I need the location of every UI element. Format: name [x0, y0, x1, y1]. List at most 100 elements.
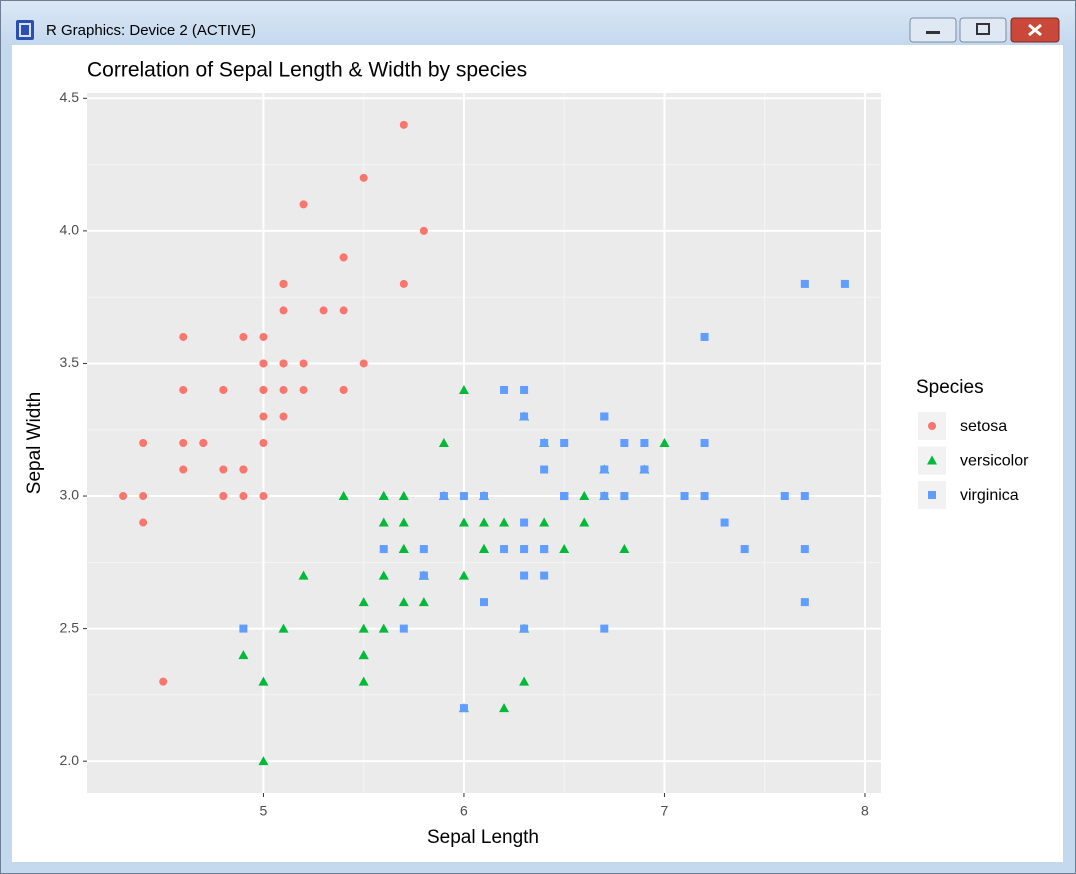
point [398, 597, 409, 607]
point [560, 439, 569, 447]
point [398, 491, 409, 501]
point [458, 570, 469, 580]
point [139, 439, 148, 447]
point [358, 623, 369, 633]
point [720, 518, 729, 527]
point [438, 438, 449, 447]
point [259, 492, 268, 501]
point [298, 570, 309, 580]
point [800, 545, 809, 554]
point [279, 385, 288, 394]
legend-title: Species [916, 377, 984, 398]
point [540, 465, 549, 474]
point [459, 492, 468, 501]
point [520, 412, 529, 421]
y-tick-label: 4.0 [60, 222, 80, 238]
maximize-button[interactable] [959, 17, 1007, 43]
point [800, 492, 809, 501]
point [379, 545, 388, 554]
x-tick-label: 5 [260, 803, 268, 819]
point [299, 200, 308, 209]
point [579, 517, 590, 527]
point [700, 332, 709, 341]
chart-title: Correlation of Sepal Length & Width by s… [87, 59, 527, 82]
point [700, 492, 709, 501]
point [259, 412, 268, 421]
window-buttons[interactable] [909, 17, 1060, 43]
point [339, 385, 348, 394]
point [680, 492, 689, 501]
point [339, 306, 348, 315]
legend-label: setosa [960, 418, 1007, 435]
point [480, 598, 488, 607]
legend-marker [927, 455, 937, 465]
point [239, 332, 248, 341]
point [519, 676, 530, 686]
point [359, 173, 368, 182]
point [179, 465, 188, 474]
point [520, 518, 529, 527]
point [358, 650, 369, 660]
point [179, 439, 188, 447]
point [159, 677, 168, 686]
point [339, 253, 348, 262]
y-tick-label: 2.0 [60, 752, 80, 768]
point [219, 465, 228, 474]
point [640, 439, 649, 447]
point [540, 439, 549, 447]
plot-panel [87, 93, 881, 793]
point [640, 465, 649, 474]
point [398, 544, 409, 554]
point [338, 491, 349, 501]
point [540, 545, 549, 554]
point [418, 597, 429, 607]
point [740, 545, 749, 554]
point [419, 571, 428, 580]
y-tick-label: 3.5 [60, 354, 80, 370]
x-tick-label: 8 [861, 803, 869, 819]
point [199, 439, 208, 447]
point [780, 492, 789, 501]
point [480, 492, 488, 501]
point [259, 332, 268, 341]
point [700, 439, 709, 447]
point [299, 385, 308, 394]
legend: Species setosa versicolor virginica [916, 377, 1029, 509]
app-icon-glyph [19, 23, 31, 37]
point [840, 279, 849, 288]
point [600, 624, 609, 633]
point [620, 439, 629, 447]
point [398, 517, 409, 527]
point [139, 492, 148, 501]
point [540, 571, 549, 580]
point [399, 624, 408, 633]
point [239, 492, 248, 501]
point [278, 623, 289, 633]
point [520, 624, 529, 633]
point [378, 517, 389, 527]
point [479, 544, 489, 554]
point [620, 492, 629, 501]
y-tick-label: 3.0 [60, 487, 80, 503]
point [399, 120, 408, 129]
point [238, 650, 249, 660]
point [600, 412, 609, 421]
point [279, 306, 288, 315]
point [559, 544, 570, 554]
point [659, 438, 670, 447]
point [499, 517, 510, 527]
point [179, 385, 188, 394]
point [399, 279, 408, 288]
point [539, 517, 550, 527]
point [279, 279, 288, 288]
point [259, 385, 268, 394]
point [419, 226, 428, 235]
minimize-button[interactable] [909, 17, 957, 43]
grid [87, 93, 881, 793]
point [358, 597, 369, 607]
point [479, 517, 489, 527]
point [239, 624, 248, 633]
close-icon [1028, 23, 1042, 37]
point [419, 545, 428, 554]
